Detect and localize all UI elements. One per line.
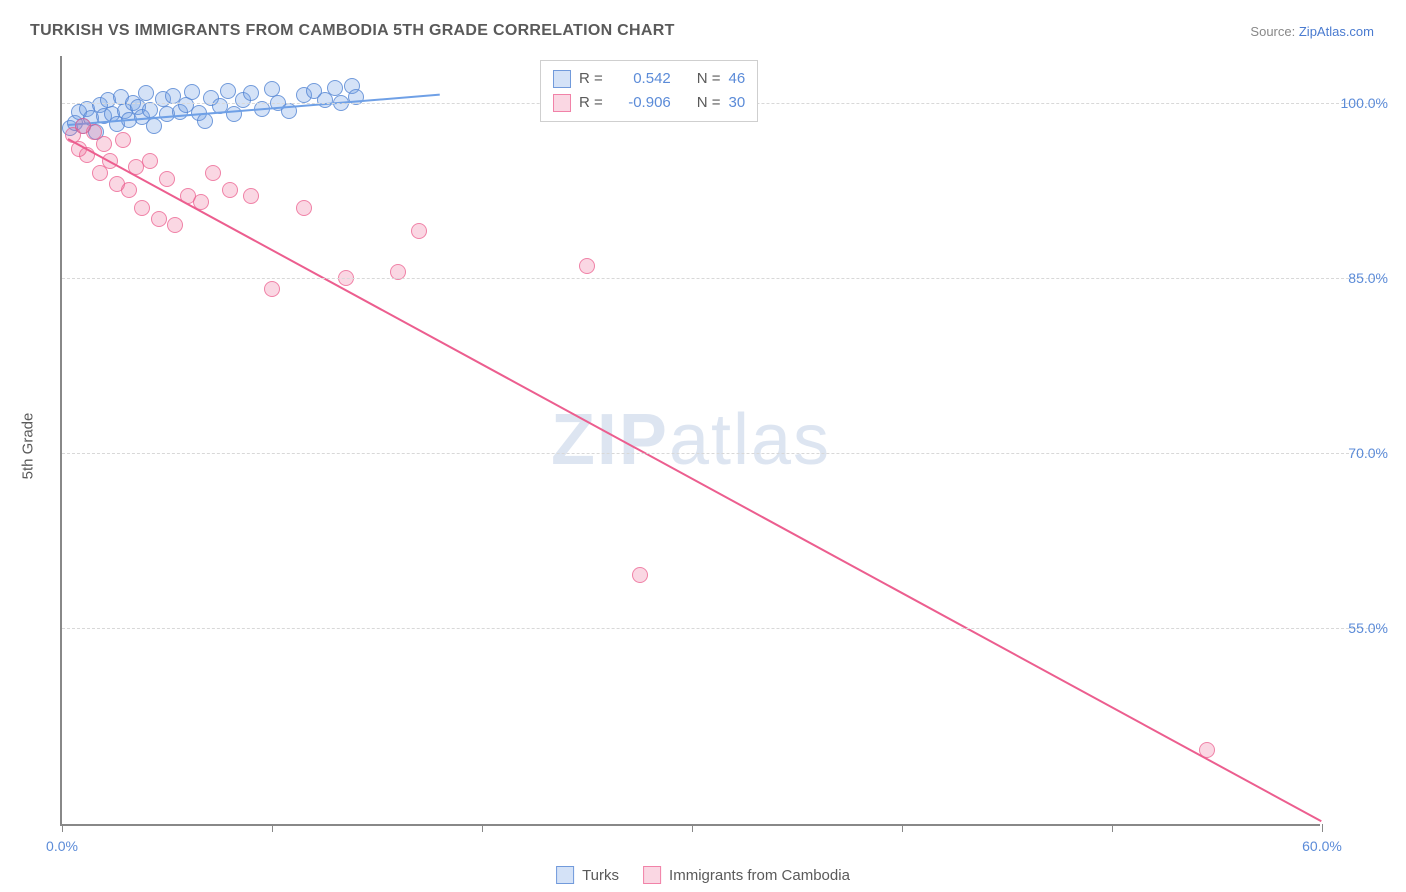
data-point xyxy=(167,217,183,233)
y-tick-label: 85.0% xyxy=(1348,270,1388,286)
stat-row: R = 0.542 N = 46 xyxy=(553,67,745,91)
gridline xyxy=(62,278,1384,279)
correlation-stat-box: R = 0.542 N = 46 R = -0.906 N = 30 xyxy=(540,60,758,122)
data-point xyxy=(632,567,648,583)
trend-line xyxy=(68,138,1323,822)
x-tick-label: 60.0% xyxy=(1302,838,1342,854)
x-tick xyxy=(692,824,693,832)
y-tick-label: 70.0% xyxy=(1348,445,1388,461)
points-layer xyxy=(62,56,1320,824)
data-point xyxy=(146,118,162,134)
y-axis-label: 5th Grade xyxy=(20,413,37,480)
stat-row: R = -0.906 N = 30 xyxy=(553,91,745,115)
data-point xyxy=(243,188,259,204)
data-point xyxy=(159,171,175,187)
r-label: R = xyxy=(579,91,603,115)
gridline xyxy=(62,628,1384,629)
data-point xyxy=(205,165,221,181)
data-point xyxy=(115,132,131,148)
data-point xyxy=(220,83,236,99)
data-point xyxy=(121,182,137,198)
n-value: 46 xyxy=(729,67,746,91)
x-tick xyxy=(272,824,273,832)
chart-title: TURKISH VS IMMIGRANTS FROM CAMBODIA 5TH … xyxy=(30,22,675,40)
n-label: N = xyxy=(697,91,721,115)
x-tick xyxy=(902,824,903,832)
data-point xyxy=(579,258,595,274)
series-swatch xyxy=(553,94,571,112)
legend-swatch xyxy=(643,866,661,884)
x-tick xyxy=(1112,824,1113,832)
data-point xyxy=(142,153,158,169)
y-tick-label: 100.0% xyxy=(1341,95,1388,111)
data-point xyxy=(327,80,343,96)
series-swatch xyxy=(553,70,571,88)
data-point xyxy=(138,85,154,101)
data-point xyxy=(317,92,333,108)
legend-swatch xyxy=(556,866,574,884)
r-label: R = xyxy=(579,67,603,91)
x-tick xyxy=(482,824,483,832)
legend-label: Immigrants from Cambodia xyxy=(669,867,850,884)
data-point xyxy=(243,85,259,101)
data-point xyxy=(296,200,312,216)
plot-area: ZIPatlas 55.0%70.0%85.0%100.0%0.0%60.0% xyxy=(60,56,1320,826)
data-point xyxy=(226,106,242,122)
data-point xyxy=(222,182,238,198)
legend-item: Immigrants from Cambodia xyxy=(643,866,850,884)
x-tick xyxy=(1322,824,1323,832)
x-tick xyxy=(62,824,63,832)
data-point xyxy=(184,84,200,100)
source-link[interactable]: ZipAtlas.com xyxy=(1299,24,1374,39)
data-point xyxy=(411,223,427,239)
r-value: 0.542 xyxy=(611,67,671,91)
data-point xyxy=(134,200,150,216)
y-tick-label: 55.0% xyxy=(1348,620,1388,636)
gridline xyxy=(62,453,1384,454)
data-point xyxy=(96,136,112,152)
data-point xyxy=(264,281,280,297)
data-point xyxy=(151,211,167,227)
source-credit: Source: ZipAtlas.com xyxy=(1250,24,1374,39)
legend: Turks Immigrants from Cambodia xyxy=(556,866,850,884)
legend-item: Turks xyxy=(556,866,619,884)
n-value: 30 xyxy=(729,91,746,115)
source-label: Source: xyxy=(1250,24,1295,39)
x-tick-label: 0.0% xyxy=(46,838,78,854)
n-label: N = xyxy=(697,67,721,91)
r-value: -0.906 xyxy=(611,91,671,115)
data-point xyxy=(197,113,213,129)
legend-label: Turks xyxy=(582,867,619,884)
